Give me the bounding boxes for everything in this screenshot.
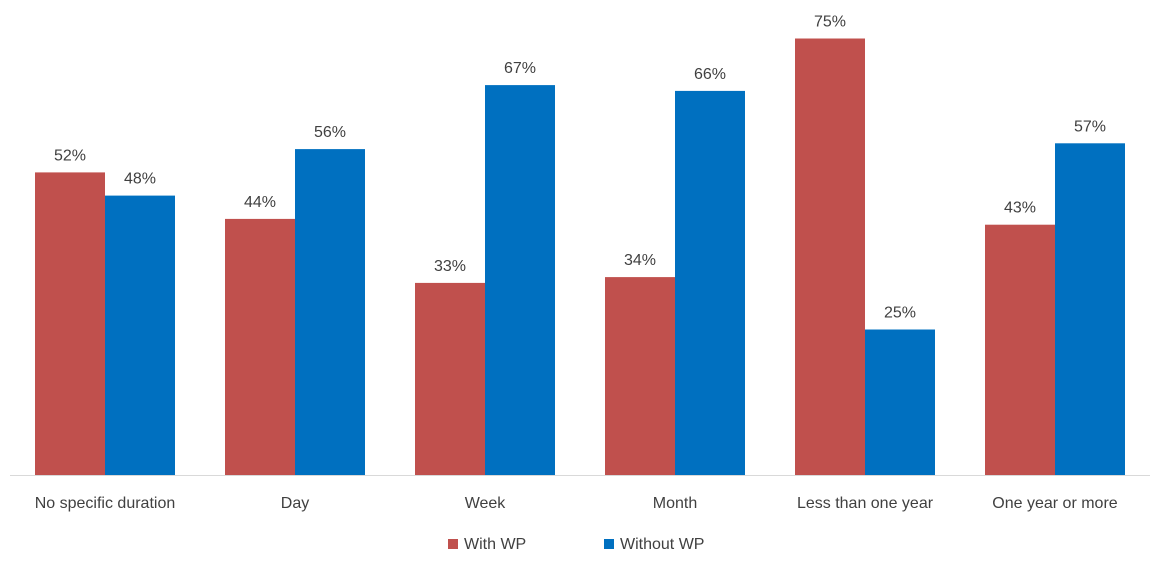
bar-with-wp-2: [415, 282, 485, 475]
category-label-5: One year or more: [992, 495, 1117, 512]
category-labels-layer: No specific duration Day Week Month Less tha…: [35, 495, 1118, 512]
legend-swatch-without-wp: [604, 539, 614, 549]
category-label-1: Day: [281, 495, 309, 512]
data-label-without-wp-4: 25%: [884, 305, 916, 322]
bar-without-wp-1: [295, 149, 365, 475]
bar-with-wp-0: [35, 172, 105, 475]
bar-without-wp-2: [485, 85, 555, 475]
data-label-with-wp-3: 34%: [624, 252, 656, 269]
data-label-without-wp-0: 48%: [124, 171, 156, 188]
legend-label-with-wp: With WP: [464, 536, 526, 553]
bar-with-wp-1: [225, 218, 295, 475]
data-label-without-wp-1: 56%: [314, 124, 346, 141]
category-label-2: Week: [465, 495, 507, 512]
data-label-with-wp-2: 33%: [434, 258, 466, 275]
data-label-with-wp-1: 44%: [244, 194, 276, 211]
bar-without-wp-0: [105, 195, 175, 475]
legend-label-without-wp: Without WP: [620, 536, 704, 553]
bar-with-wp-4: [795, 38, 865, 475]
bar-with-wp-5: [985, 224, 1055, 475]
legend: With WP Without WP: [448, 536, 704, 553]
data-label-with-wp-0: 52%: [54, 147, 86, 164]
bar-with-wp-3: [605, 277, 675, 475]
bar-without-wp-5: [1055, 143, 1125, 476]
bar-without-wp-3: [675, 90, 745, 476]
data-label-without-wp-5: 57%: [1074, 118, 1106, 135]
data-label-without-wp-2: 67%: [504, 60, 536, 77]
data-label-with-wp-4: 75%: [814, 14, 846, 31]
category-label-3: Month: [653, 495, 697, 512]
data-label-without-wp-3: 66%: [694, 66, 726, 83]
category-label-4: Less than one year: [797, 495, 934, 512]
data-labels-layer: 52% 48% 44% 56% 33% 67% 34% 66% 75% 25% 43% 57%: [54, 14, 1106, 322]
category-label-0: No specific duration: [35, 495, 176, 512]
bars-layer: [35, 38, 1125, 476]
legend-swatch-with-wp: [448, 539, 458, 549]
data-label-with-wp-5: 43%: [1004, 200, 1036, 217]
bar-without-wp-4: [865, 329, 935, 475]
